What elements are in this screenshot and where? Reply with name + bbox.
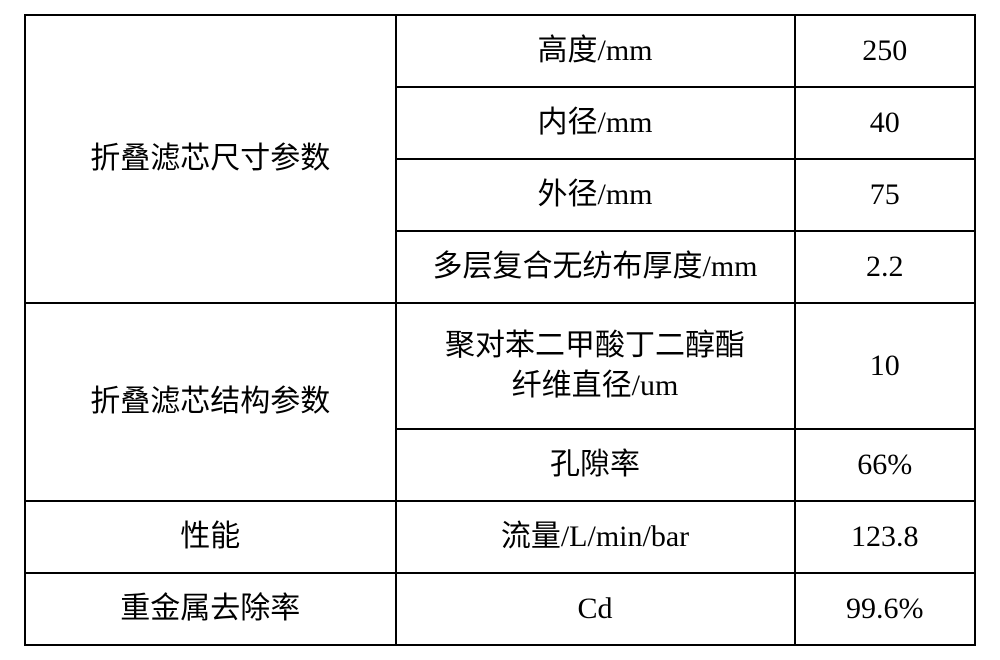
value-cell: 66% [795, 429, 976, 501]
table-container: 折叠滤芯尺寸参数 高度/mm 250 内径/mm 40 外径/mm 75 多层复… [0, 0, 1000, 660]
value-cell: 10 [795, 303, 976, 429]
table-row: 折叠滤芯结构参数 聚对苯二甲酸丁二醇酯纤维直径/um 10 [25, 303, 975, 429]
value-cell: 2.2 [795, 231, 976, 303]
param-cell: 外径/mm [396, 159, 795, 231]
param-cell: 孔隙率 [396, 429, 795, 501]
param-cell: 多层复合无纺布厚度/mm [396, 231, 795, 303]
value-cell: 40 [795, 87, 976, 159]
table-row: 重金属去除率 Cd 99.6% [25, 573, 975, 645]
spec-table: 折叠滤芯尺寸参数 高度/mm 250 内径/mm 40 外径/mm 75 多层复… [24, 14, 976, 646]
value-cell: 250 [795, 15, 976, 87]
value-cell: 75 [795, 159, 976, 231]
param-cell: Cd [396, 573, 795, 645]
group-label: 重金属去除率 [25, 573, 396, 645]
group-label: 折叠滤芯尺寸参数 [25, 15, 396, 303]
param-cell: 内径/mm [396, 87, 795, 159]
value-cell: 99.6% [795, 573, 976, 645]
param-cell: 高度/mm [396, 15, 795, 87]
group-label: 性能 [25, 501, 396, 573]
value-cell: 123.8 [795, 501, 976, 573]
table-row: 性能 流量/L/min/bar 123.8 [25, 501, 975, 573]
group-label: 折叠滤芯结构参数 [25, 303, 396, 501]
param-cell: 聚对苯二甲酸丁二醇酯纤维直径/um [396, 303, 795, 429]
table-row: 折叠滤芯尺寸参数 高度/mm 250 [25, 15, 975, 87]
param-cell: 流量/L/min/bar [396, 501, 795, 573]
